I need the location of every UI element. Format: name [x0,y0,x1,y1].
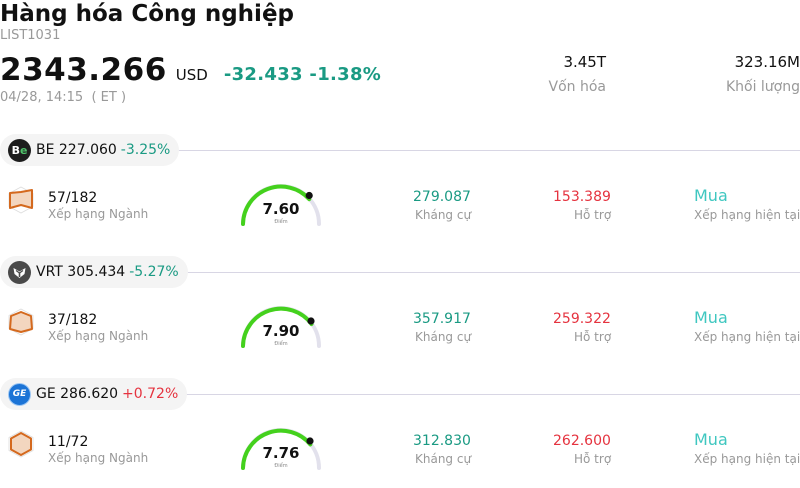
industry-rank-label: Xếp hạng Ngành [48,207,149,221]
stock-pill-vrt[interactable]: VRT 305.434 -5.27% [0,256,188,288]
resistance-label: Kháng cự [415,330,472,344]
vrt-logo-icon [8,260,31,284]
stock-change: -3.25% [120,142,171,158]
score-gauge [241,306,321,348]
rating-value: Mua [694,186,728,205]
score-value: 7.76 [262,444,300,462]
stock-ticker-price: VRT 305.434 [36,264,126,280]
resistance-label: Kháng cự [415,208,472,222]
rating-value: Mua [694,308,728,327]
stock-ticker-price: BE 227.060 [36,142,117,158]
support-value: 259.322 [553,311,611,327]
industry-rank-value: 11/72 [48,434,89,450]
section-divider [176,150,800,151]
volume-value: 323.16M [734,53,800,71]
industry-rank-radar-icon [8,430,34,458]
ge-logo-icon: GE [8,382,31,406]
industry-rank-radar-icon [8,186,34,214]
industry-rank-value: 37/182 [48,312,98,328]
currency: USD [175,66,208,84]
section-divider [176,394,800,395]
score-label: Điểm [274,463,288,469]
support-value: 262.600 [553,433,611,449]
industry-rank-radar-icon [8,308,34,336]
industry-rank-value: 57/182 [48,190,98,206]
stock-change: -5.27% [129,264,179,280]
support-label: Hỗ trợ [574,330,612,344]
section-divider [176,272,800,273]
page-title: Hàng hóa Công nghiệp [0,1,295,27]
resistance-value: 279.087 [413,189,471,205]
score-value: 7.90 [262,322,300,340]
volume-label: Khối lượng [725,79,800,95]
rating-label: Xếp hạng hiện tại [694,330,800,344]
index-price: 2343.266 [0,52,167,88]
stock-change: +0.72% [122,386,179,402]
support-label: Hỗ trợ [574,452,612,466]
rating-label: Xếp hạng hiện tại [694,208,800,222]
support-label: Hỗ trợ [574,208,612,222]
stock-section-ge: GE GE 286.620 +0.72% 11/72 Xếp hạng Ngàn… [0,378,800,488]
rating-value: Mua [694,430,728,449]
score-label: Điểm [274,341,288,347]
resistance-value: 312.830 [413,433,471,449]
stock-pill-ge[interactable]: GE GE 286.620 +0.72% [0,378,188,410]
stock-section-vrt: VRT 305.434 -5.27% 37/182 Xếp hạng Ngành… [0,256,800,378]
timestamp: 04/28, 14:15 ( ET ) [0,90,127,105]
score-label: Điểm [274,219,288,225]
market-cap-label: Vốn hóa [548,79,606,95]
score-value: 7.60 [262,200,300,218]
resistance-value: 357.917 [413,311,471,327]
list-code: LIST1031 [0,28,61,43]
price-row: 2343.266 USD -32.433 -1.38% [0,52,381,88]
rating-label: Xếp hạng hiện tại [694,452,800,466]
score-gauge [241,428,321,470]
stock-ticker-price: GE 286.620 [36,386,119,402]
industry-rank-label: Xếp hạng Ngành [48,451,149,465]
market-cap-value: 3.45T [563,53,606,71]
market-cap-stat: 3.45T Vốn hóa [549,53,606,96]
resistance-label: Kháng cự [415,452,472,466]
industry-rank-label: Xếp hạng Ngành [48,329,149,343]
support-value: 153.389 [553,189,611,205]
score-gauge [241,184,321,226]
price-change: -32.433 -1.38% [223,64,382,85]
volume-stat: 323.16M Khối lượng [726,53,800,96]
